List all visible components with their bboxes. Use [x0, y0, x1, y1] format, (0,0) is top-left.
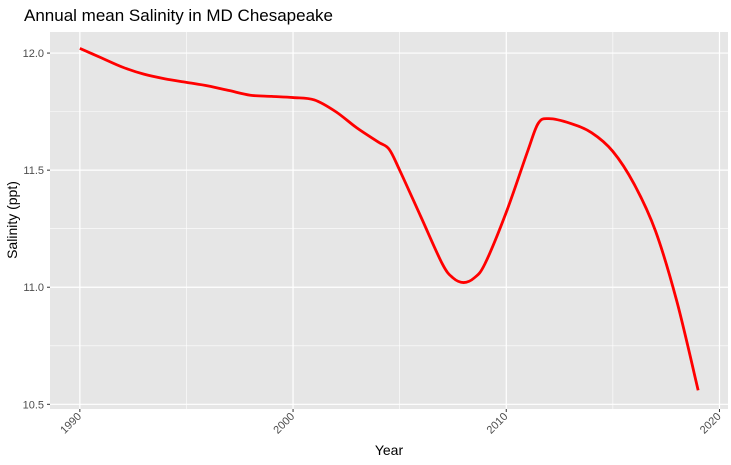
y-tick-label: 10.5 — [23, 399, 44, 411]
y-tick-label: 11.5 — [23, 165, 44, 177]
y-tick-label: 12.0 — [23, 48, 44, 60]
x-tick-label: 1990 — [58, 411, 84, 437]
y-axis-title: Salinity (ppt) — [4, 181, 20, 259]
plot-panel — [50, 32, 728, 409]
x-axis-title: Year — [375, 442, 404, 458]
salinity-series-line — [79, 47, 700, 391]
x-tick-label: 2020 — [698, 411, 724, 437]
minor-gridlines — [50, 32, 728, 409]
x-tick-label: 2000 — [271, 411, 297, 437]
data-layer — [79, 47, 700, 391]
chart-title: Annual mean Salinity in MD Chesapeake — [24, 6, 333, 25]
major-gridlines — [50, 32, 728, 409]
y-tick-label: 11.0 — [23, 282, 44, 294]
x-tick-label: 2010 — [485, 411, 511, 437]
